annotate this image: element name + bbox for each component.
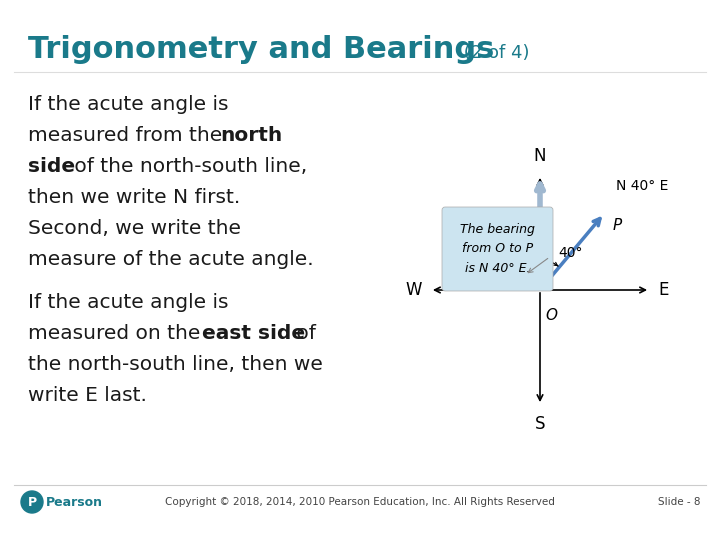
Text: north: north [220,126,282,145]
Text: east side: east side [202,324,305,343]
Text: N 40° E: N 40° E [616,179,669,193]
Text: E: E [658,281,668,299]
Text: write E last.: write E last. [28,386,147,405]
Text: W: W [405,281,422,299]
Text: Pearson: Pearson [46,496,103,509]
Text: If the acute angle is: If the acute angle is [28,293,228,312]
Text: If the acute angle is: If the acute angle is [28,95,228,114]
Text: the north-south line, then we: the north-south line, then we [28,355,323,374]
Text: (2 of 4): (2 of 4) [458,44,529,62]
Text: N: N [534,147,546,165]
Text: of: of [290,324,316,343]
Text: measure of the acute angle.: measure of the acute angle. [28,250,314,269]
Circle shape [21,491,43,513]
Text: side: side [28,157,75,176]
Text: 40°: 40° [558,246,582,260]
Text: P: P [612,218,621,233]
Text: of the north-south line,: of the north-south line, [68,157,307,176]
Text: P: P [27,496,37,509]
Text: Trigonometry and Bearings: Trigonometry and Bearings [28,35,495,64]
Text: S: S [535,415,545,433]
Text: then we write N first.: then we write N first. [28,188,240,207]
Text: The bearing
from O to P
is N 40° E.: The bearing from O to P is N 40° E. [460,224,535,274]
Text: Copyright © 2018, 2014, 2010 Pearson Education, Inc. All Rights Reserved: Copyright © 2018, 2014, 2010 Pearson Edu… [165,497,555,507]
Text: Second, we write the: Second, we write the [28,219,241,238]
Text: O: O [545,308,557,323]
FancyBboxPatch shape [442,207,553,291]
Text: Slide - 8: Slide - 8 [657,497,700,507]
Text: measured from the: measured from the [28,126,229,145]
Text: measured on the: measured on the [28,324,207,343]
